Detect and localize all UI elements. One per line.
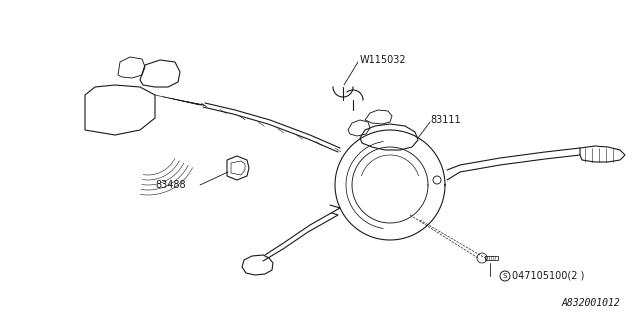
Text: W115032: W115032: [360, 55, 406, 65]
Text: 83488: 83488: [155, 180, 186, 190]
Text: 047105100(2 ): 047105100(2 ): [512, 271, 584, 281]
Text: 83111: 83111: [430, 115, 461, 125]
Text: S: S: [503, 273, 507, 279]
Text: A832001012: A832001012: [561, 298, 620, 308]
